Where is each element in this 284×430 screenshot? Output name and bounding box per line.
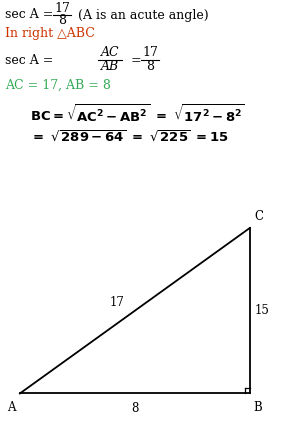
Text: 15: 15 [255,304,270,317]
Text: In right △ABC: In right △ABC [5,28,95,40]
Text: B: B [253,402,262,415]
Text: $\mathbf{=\ \sqrt{289 - 64}\ =\ \sqrt{225}\ = 15}$: $\mathbf{=\ \sqrt{289 - 64}\ =\ \sqrt{22… [30,129,229,144]
Text: AC = 17, AB = 8: AC = 17, AB = 8 [5,79,111,92]
Text: A: A [7,402,16,415]
Text: AB: AB [101,61,119,74]
Text: 17: 17 [54,3,70,15]
Text: 8: 8 [146,61,154,74]
Text: C: C [254,210,263,223]
Text: 8: 8 [58,15,66,28]
Text: 17: 17 [142,46,158,59]
Text: 8: 8 [131,402,139,415]
Text: (A is an acute angle): (A is an acute angle) [74,9,209,22]
Text: 17: 17 [109,296,124,309]
Text: =: = [127,53,146,67]
Text: AC: AC [101,46,119,59]
Text: sec A =: sec A = [5,9,57,22]
Text: $\mathbf{BC = \sqrt{AC^2 - AB^2}\ =\ \sqrt{17^2 - 8^2}}$: $\mathbf{BC = \sqrt{AC^2 - AB^2}\ =\ \sq… [30,103,245,125]
Text: sec A =: sec A = [5,53,57,67]
